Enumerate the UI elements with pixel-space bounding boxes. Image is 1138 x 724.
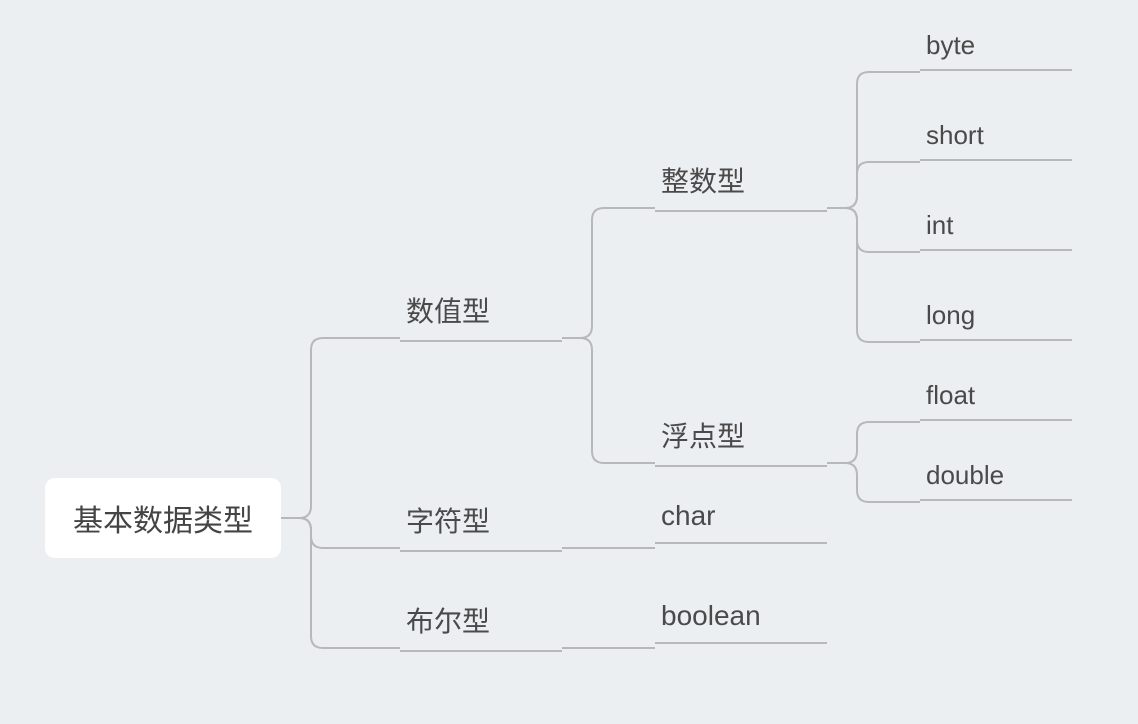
branch-numeric[interactable]: 数值型 <box>400 290 562 342</box>
branch-char[interactable]: 字符型 <box>400 500 562 552</box>
connector-lines <box>0 0 1138 724</box>
leaf-float[interactable]: float <box>920 380 1072 421</box>
leaf-char[interactable]: char <box>655 500 827 544</box>
branch-bool[interactable]: 布尔型 <box>400 600 562 652</box>
branch-float[interactable]: 浮点型 <box>655 415 827 467</box>
root-node[interactable]: 基本数据类型 <box>45 478 281 558</box>
leaf-int[interactable]: int <box>920 210 1072 251</box>
leaf-long[interactable]: long <box>920 300 1072 341</box>
leaf-boolean[interactable]: boolean <box>655 600 827 644</box>
leaf-double[interactable]: double <box>920 460 1072 501</box>
leaf-short[interactable]: short <box>920 120 1072 161</box>
branch-integer[interactable]: 整数型 <box>655 160 827 212</box>
leaf-byte[interactable]: byte <box>920 30 1072 71</box>
